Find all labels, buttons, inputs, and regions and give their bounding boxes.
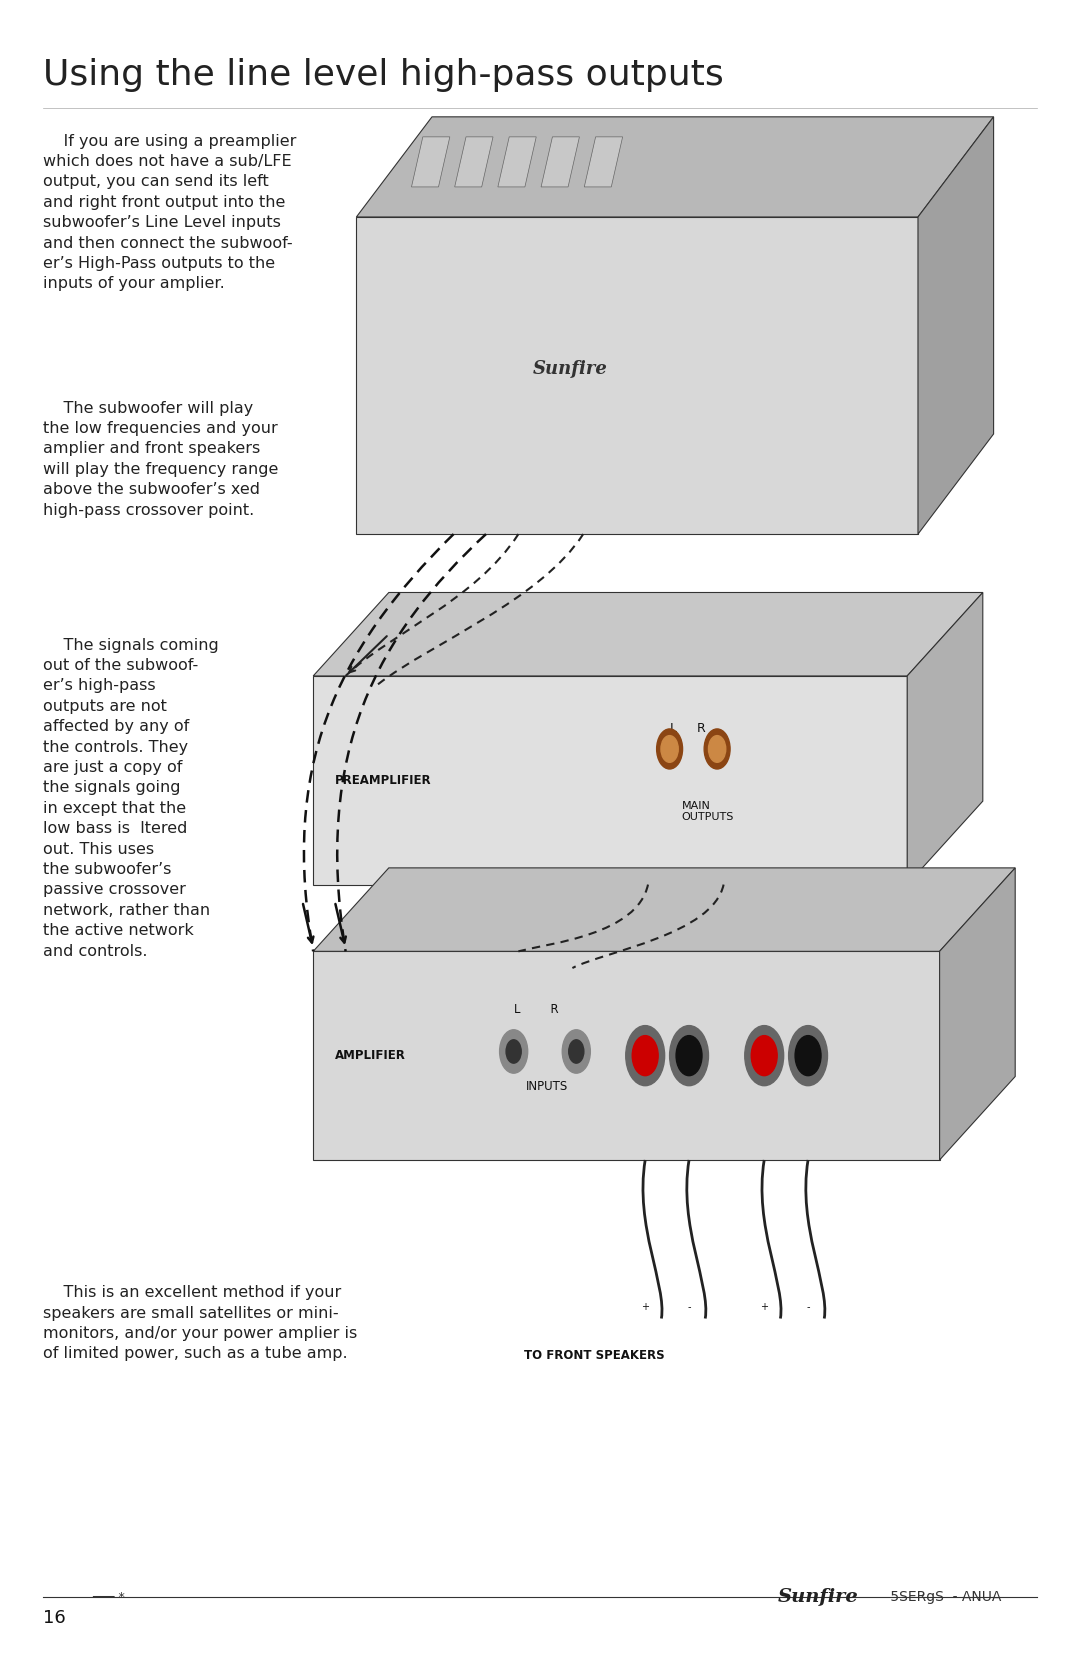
Text: Sunfire: Sunfire <box>532 361 607 379</box>
Polygon shape <box>455 137 494 187</box>
Polygon shape <box>313 951 940 1160</box>
Text: L     R: L R <box>670 721 705 734</box>
Circle shape <box>745 1025 784 1087</box>
Text: 5SERgS  - ANUA: 5SERgS - ANUA <box>886 1591 1001 1604</box>
Polygon shape <box>541 137 579 187</box>
Polygon shape <box>313 868 1015 951</box>
Circle shape <box>632 1035 658 1077</box>
Circle shape <box>625 1025 664 1087</box>
Circle shape <box>704 729 730 769</box>
Text: Sunfire: Sunfire <box>778 1589 859 1606</box>
Text: ─── *: ─── * <box>92 1591 124 1604</box>
Text: AMPLIFIER: AMPLIFIER <box>335 1050 406 1061</box>
Circle shape <box>795 1035 821 1077</box>
Text: -: - <box>687 1302 691 1312</box>
Text: INPUTS: INPUTS <box>526 1080 568 1093</box>
Circle shape <box>563 1030 591 1073</box>
Circle shape <box>661 736 678 763</box>
Circle shape <box>676 1035 702 1077</box>
Text: This is an excellent method if your
speakers are small satellites or mini-
monit: This is an excellent method if your spea… <box>43 1285 357 1362</box>
Circle shape <box>507 1040 522 1063</box>
Text: L        R: L R <box>514 1003 558 1016</box>
Text: The signals coming
out of the subwoof-
er’s high-pass
outputs are not
affected b: The signals coming out of the subwoof- e… <box>43 638 219 958</box>
Circle shape <box>670 1025 708 1087</box>
Circle shape <box>752 1035 778 1077</box>
Text: +: + <box>760 1302 768 1312</box>
Circle shape <box>569 1040 584 1063</box>
Text: -: - <box>807 1302 810 1312</box>
Circle shape <box>708 736 726 763</box>
Text: Using the line level high-pass outputs: Using the line level high-pass outputs <box>43 58 724 92</box>
Text: MAIN
OUTPUTS: MAIN OUTPUTS <box>681 801 733 823</box>
Text: +: + <box>642 1302 649 1312</box>
Text: If you are using a preampli﻿er
which does not have a sub/LFE
output, you can sen: If you are using a preampli﻿er which doe… <box>43 134 297 292</box>
Polygon shape <box>313 592 983 676</box>
Polygon shape <box>940 868 1015 1160</box>
Text: The subwoofer will play
the low frequencies and your
ampli﻿er and front speakers: The subwoofer will play the low frequenc… <box>43 401 279 517</box>
Polygon shape <box>498 137 537 187</box>
Polygon shape <box>356 117 994 217</box>
Text: 16: 16 <box>43 1609 66 1627</box>
Circle shape <box>657 729 683 769</box>
Polygon shape <box>918 117 994 534</box>
Polygon shape <box>584 137 622 187</box>
Text: TO FRONT SPEAKERS: TO FRONT SPEAKERS <box>524 1349 664 1362</box>
Polygon shape <box>313 676 907 885</box>
Circle shape <box>788 1025 827 1087</box>
Polygon shape <box>356 217 918 534</box>
Text: PREAMPLIFIER: PREAMPLIFIER <box>335 774 431 786</box>
Circle shape <box>500 1030 528 1073</box>
Polygon shape <box>907 592 983 885</box>
Polygon shape <box>411 137 450 187</box>
